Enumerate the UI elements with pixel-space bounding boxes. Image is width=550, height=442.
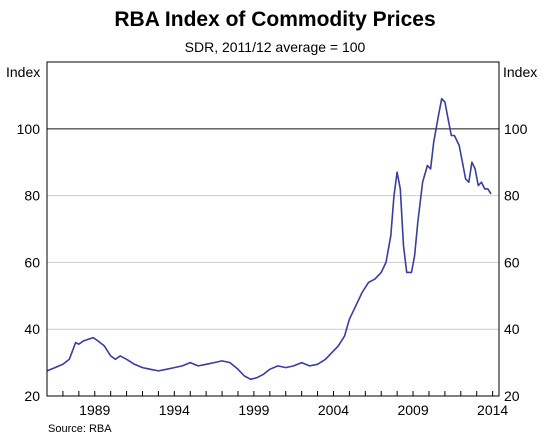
y-tick-label-right: 40 <box>504 321 520 337</box>
x-tick-label: 2009 <box>397 402 428 418</box>
y-axis-label-left: Index <box>6 64 40 80</box>
y-tick-label-left: 100 <box>17 121 41 137</box>
chart-subtitle: SDR, 2011/12 average = 100 <box>184 39 366 55</box>
x-tick-label: 1989 <box>79 402 110 418</box>
y-tick-label-left: 20 <box>24 388 40 404</box>
source-note: Source: RBA <box>48 423 112 435</box>
y-tick-label-right: 20 <box>504 388 520 404</box>
y-tick-label-right: 80 <box>504 188 520 204</box>
y-tick-label-left: 40 <box>24 321 40 337</box>
y-axis-label-right: Index <box>503 64 537 80</box>
series-line <box>46 97 492 381</box>
y-tick-label-left: 60 <box>24 254 40 270</box>
chart-title: RBA Index of Commodity Prices <box>114 8 436 31</box>
y-tick-label-left: 80 <box>24 188 40 204</box>
plot-frame <box>46 61 500 397</box>
x-tick-label: 1999 <box>238 402 269 418</box>
y-tick-label-right: 60 <box>504 254 520 270</box>
y-tick-label-right: 100 <box>504 121 528 137</box>
x-tick-label: 2004 <box>318 402 349 418</box>
x-tick-label: 2014 <box>477 402 508 418</box>
x-tick-label: 1994 <box>159 402 190 418</box>
